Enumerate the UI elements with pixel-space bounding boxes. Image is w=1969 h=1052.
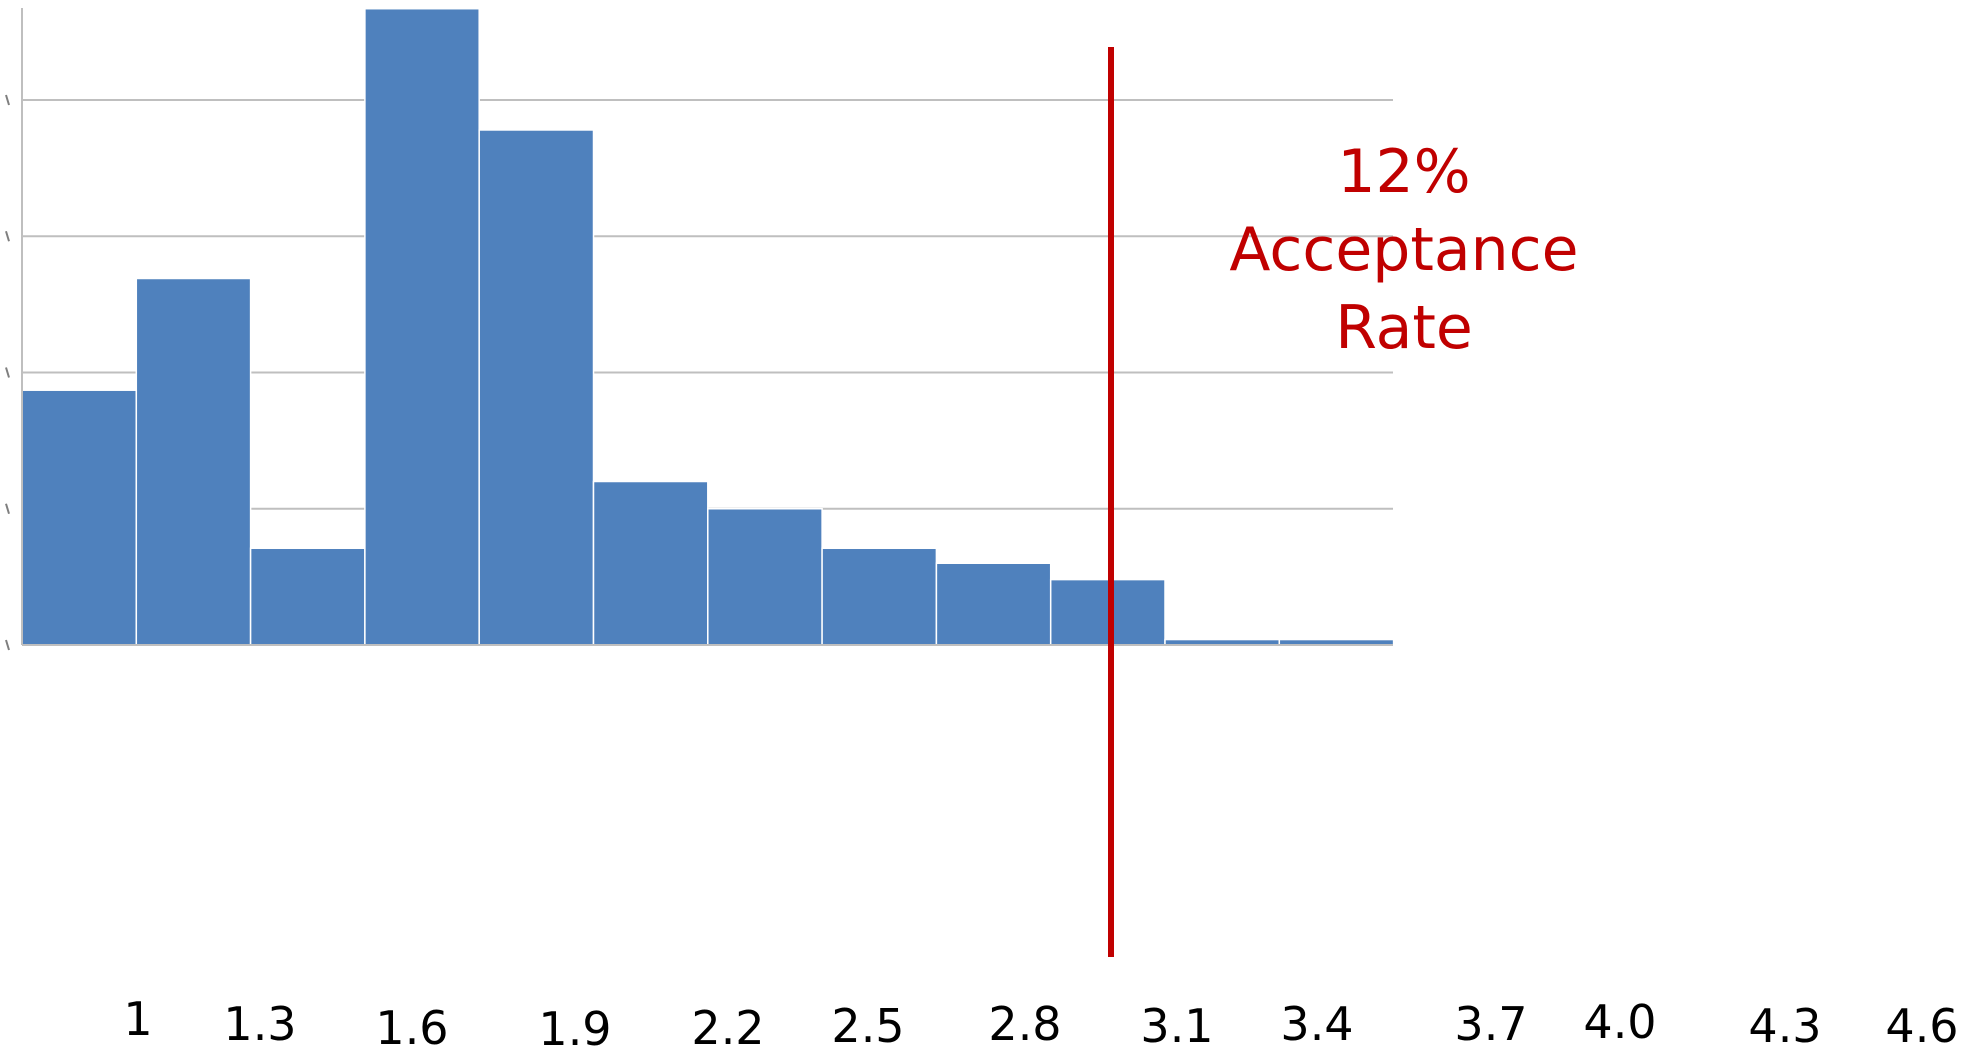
- bar: [592, 480, 709, 646]
- bar: [1049, 578, 1166, 646]
- x-tick-label: 3.7: [1454, 997, 1527, 1048]
- y-tick-mark: [5, 230, 10, 242]
- bar: [21, 389, 138, 646]
- annotation-rate: Rate: [1335, 293, 1473, 363]
- y-tick-mark: [5, 639, 10, 651]
- bar: [935, 562, 1052, 646]
- y-tick-mark: [5, 503, 10, 515]
- x-tick-label: 4.0: [1583, 995, 1656, 1048]
- bar: [821, 547, 938, 646]
- axes: [5, 8, 1393, 651]
- x-tick-label: 2.5: [831, 999, 904, 1048]
- annotation-percent: 12%: [1337, 137, 1470, 207]
- x-tick-label: 2.8: [988, 997, 1061, 1048]
- y-tick-mark: [5, 94, 10, 106]
- bar-series: [21, 7, 1395, 646]
- y-tick-mark: [5, 367, 10, 378]
- x-tick-label: 1.9: [538, 1002, 611, 1048]
- annotation-acceptance: Acceptance: [1229, 215, 1578, 285]
- x-tick-label: 4.3: [1748, 999, 1821, 1048]
- bar: [249, 547, 366, 646]
- x-tick-label: 3.4: [1280, 997, 1353, 1048]
- x-tick-label: 2.2: [691, 1001, 764, 1048]
- x-tick-label: 1: [123, 992, 152, 1046]
- x-tick-label: 3.1: [1140, 999, 1213, 1048]
- bar: [135, 277, 252, 646]
- x-tick-labels: 1 1.3 1.6 1.9 2.2 2.5 2.8 3.1 3.4 3.7 4.0 4.3 4.6: [123, 992, 1958, 1052]
- x-tick-label: 1.6: [375, 1001, 448, 1048]
- bar: [707, 508, 823, 646]
- bar: [478, 129, 595, 646]
- bar: [364, 7, 480, 646]
- x-tick-label: 4.6: [1885, 999, 1958, 1048]
- x-tick-label: 1.3: [223, 997, 296, 1048]
